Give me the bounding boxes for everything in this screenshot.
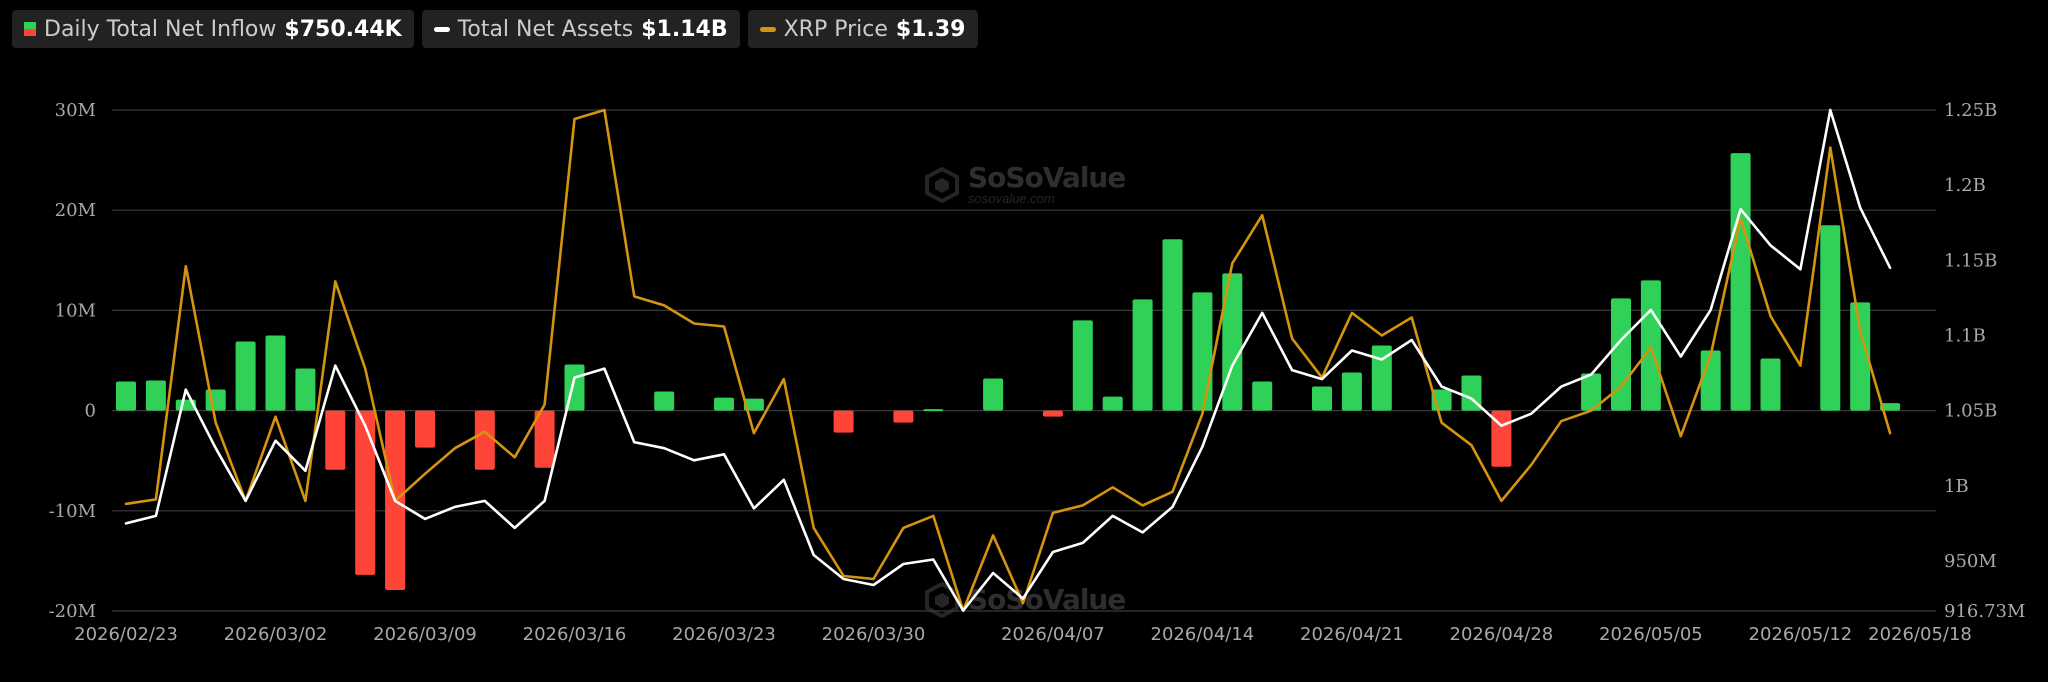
left-tick-label: 0 [85, 401, 96, 422]
line-swatch-icon [433, 26, 450, 32]
xrp-price-line [124, 108, 1892, 612]
inflow-bar [1312, 386, 1332, 411]
inflow-bar [1640, 280, 1661, 411]
inflow-bar [415, 410, 435, 448]
total-net-assets-line [124, 108, 1892, 612]
inflow-bar [116, 381, 136, 411]
inflow-bar [1581, 373, 1602, 411]
inflow-bars [116, 153, 1901, 590]
x-axis-ticks: 2026/02/23 2026/03/02 2026/03/09 2026/03/16… [74, 624, 1972, 645]
x-tick-label: 2026/04/28 [1450, 624, 1554, 645]
legend-price-value: $1.39 [895, 16, 966, 42]
x-tick-label: 2026/04/14 [1151, 624, 1255, 645]
inflow-bar [714, 397, 734, 411]
left-tick-label: 30M [55, 100, 96, 121]
legend-price[interactable]: XRP Price $1.39 [747, 10, 978, 48]
x-tick-label: 2026/05/18 [1868, 624, 1972, 645]
x-tick-label: 2026/05/12 [1749, 624, 1853, 645]
watermark-top: SoSoValue sosovalue.com [924, 161, 1126, 206]
x-tick-label: 2026/02/23 [74, 624, 178, 645]
inflow-bar [534, 410, 555, 468]
inflow-bar [654, 391, 675, 411]
inflow-bar [1252, 381, 1273, 411]
legend-inflow[interactable]: Daily Total Net Inflow $750.44K [12, 10, 414, 48]
inflow-bar [1102, 396, 1123, 411]
inflow-bar [355, 410, 376, 575]
watermark-name: SoSoValue [968, 583, 1126, 616]
right-tick-label: 1.15B [1944, 250, 1997, 271]
x-tick-label: 2026/03/16 [523, 624, 627, 645]
x-tick-label: 2026/04/21 [1300, 624, 1404, 645]
inflow-bar [1341, 372, 1362, 411]
legend-assets[interactable]: Total Net Assets $1.14B [421, 10, 740, 48]
x-tick-label: 2026/03/30 [822, 624, 926, 645]
line-swatch-icon [759, 26, 776, 32]
inflow-bar [1192, 292, 1213, 411]
x-tick-label: 2026/03/02 [224, 624, 328, 645]
inflow-bar [1072, 320, 1093, 411]
inflow-bar [1162, 239, 1183, 411]
right-tick-label: 1.2B [1944, 175, 1986, 196]
inflow-bar [833, 410, 854, 433]
grid-lines [112, 109, 1936, 612]
inflow-bar [1880, 403, 1901, 411]
x-tick-label: 2026/04/07 [1001, 624, 1105, 645]
inflow-bar [1700, 350, 1721, 411]
inflow-bar [983, 378, 1004, 411]
inflow-bar [1760, 358, 1781, 411]
inflow-bar [295, 368, 316, 411]
legend-assets-label: Total Net Assets [457, 16, 634, 42]
inflow-bar [145, 380, 166, 411]
right-tick-label: 1B [1944, 476, 1969, 497]
sosovalue-logo-icon [925, 166, 959, 203]
watermark-bottom: SoSoValue [924, 582, 1126, 618]
left-tick-label: -20M [49, 601, 96, 622]
inflow-bar [1042, 410, 1063, 417]
inflow-bar [1730, 153, 1751, 411]
x-tick-label: 2026/05/05 [1599, 624, 1703, 645]
watermark-url: sosovalue.com [968, 191, 1055, 206]
left-tick-label: 10M [55, 300, 96, 321]
inflow-bar [1371, 345, 1392, 411]
inflow-bar [1850, 302, 1871, 411]
inflow-bar [743, 398, 764, 411]
legend-price-label: XRP Price [783, 16, 888, 42]
bar-swatch-icon [24, 22, 36, 36]
right-tick-label: 916.73M [1944, 601, 2025, 622]
right-axis-ticks: 1.25B 1.2B 1.15B 1.1B 1.05B 1B 950M 916.73M [1944, 100, 2025, 622]
inflow-bar [265, 335, 286, 411]
x-tick-label: 2026/03/09 [373, 624, 477, 645]
series-lines [124, 108, 1892, 612]
inflow-bar [1820, 225, 1841, 411]
right-tick-label: 950M [1944, 551, 1997, 572]
inflow-bar [893, 410, 914, 423]
left-tick-label: -10M [49, 501, 96, 522]
legend-assets-value: $1.14B [641, 16, 728, 42]
left-tick-label: 20M [55, 200, 96, 221]
inflow-bar [235, 341, 256, 411]
inflow-bar [923, 409, 944, 412]
right-tick-label: 1.1B [1944, 325, 1986, 346]
legend-inflow-value: $750.44K [284, 16, 402, 42]
left-axis-ticks: 30M 20M 10M 0 -10M -20M [49, 100, 96, 622]
watermark-name: SoSoValue [968, 161, 1126, 194]
inflow-bar [325, 410, 346, 470]
right-tick-label: 1.25B [1944, 100, 1997, 121]
legend-inflow-label: Daily Total Net Inflow [44, 16, 277, 42]
inflow-bar [1132, 299, 1153, 411]
x-tick-label: 2026/03/23 [672, 624, 776, 645]
right-tick-label: 1.05B [1944, 401, 1997, 422]
inflow-bar [474, 410, 495, 470]
chart-legend: Daily Total Net Inflow $750.44K Total Ne… [12, 10, 978, 48]
inflow-bar [1611, 298, 1631, 411]
